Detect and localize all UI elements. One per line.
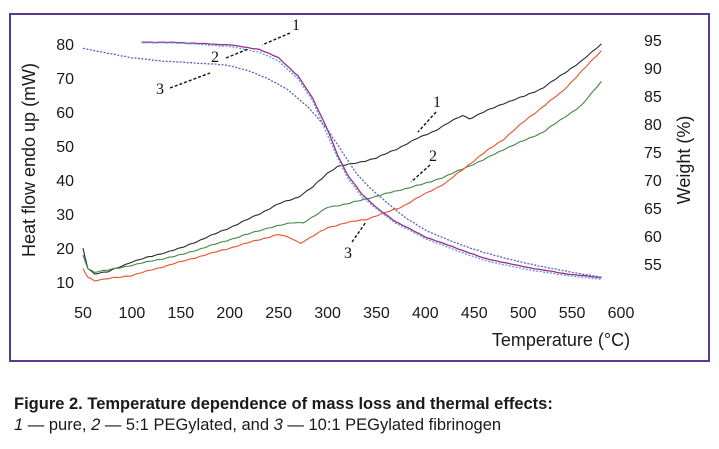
y-left-tick-label: 60	[56, 105, 74, 122]
y-right-tick-label: 75	[644, 145, 662, 162]
x-tick-label: 350	[363, 305, 390, 322]
x-tick-label: 550	[559, 305, 586, 322]
annotation-label: 2	[429, 148, 437, 165]
series-line-heat-flow-2	[82, 80, 602, 273]
y-left-tick-label: 40	[56, 173, 74, 190]
caption-series-text: — 10:1 PEGylated fibrinogen	[282, 416, 502, 434]
y-right-tick-label: 80	[644, 117, 662, 134]
annotation-label: 3	[344, 245, 352, 262]
annotation-label: 2	[211, 49, 219, 66]
x-tick-label: 150	[167, 305, 194, 322]
series-line-heat-flow-1	[82, 43, 602, 275]
series-line-weight-2	[141, 41, 602, 281]
series-line-heat-flow-3	[82, 50, 602, 282]
annotation-leader	[417, 111, 437, 133]
x-tick-label: 300	[314, 305, 341, 322]
figure-caption: Figure 2. Temperature dependence of mass…	[14, 394, 704, 436]
annotation-leader	[261, 32, 291, 46]
y-left-tick-label: 20	[56, 241, 74, 258]
y-right-tick-label: 55	[644, 257, 662, 274]
caption-title: Figure 2. Temperature dependence of mass…	[14, 395, 553, 413]
x-tick-label: 200	[216, 305, 243, 322]
caption-series-number: 2	[91, 416, 101, 434]
series-line-weight-3	[82, 47, 602, 278]
y-right-tick-label: 90	[644, 61, 662, 78]
annotation-leader	[351, 221, 367, 243]
y-right-tick-label: 60	[644, 229, 662, 246]
caption-series-number: 1	[14, 416, 24, 434]
annotation-leader	[169, 72, 211, 89]
y-left-tick-label: 30	[56, 207, 74, 224]
y-right-tick-label: 85	[644, 89, 662, 106]
y-left-axis-title: Heat flow endo up (mW)	[19, 63, 39, 257]
annotation-leader	[225, 48, 249, 59]
y-left-tick-label: 10	[56, 275, 74, 292]
annotation-leader	[410, 164, 431, 183]
caption-series-text: — 5:1 PEGylated, and	[100, 416, 274, 434]
caption-series-number: 3	[273, 416, 283, 434]
y-right-tick-label: 95	[644, 33, 662, 50]
y-left-tick-label: 70	[56, 71, 74, 88]
y-right-axis-title: Weight (%)	[674, 116, 694, 205]
annotation-label: 1	[292, 17, 300, 34]
x-tick-label: 400	[412, 305, 439, 322]
x-tick-label: 100	[119, 305, 146, 322]
x-axis-title: Temperature (°C)	[492, 330, 630, 350]
x-tick-label: 450	[461, 305, 488, 322]
y-right-tick-label: 70	[644, 173, 662, 190]
x-tick-label: 500	[510, 305, 537, 322]
figure-frame	[9, 13, 710, 362]
x-tick-label: 250	[265, 305, 292, 322]
x-tick-label: 600	[608, 305, 635, 322]
x-tick-label: 50	[74, 305, 92, 322]
annotation-label: 3	[156, 81, 164, 98]
caption-series-text: — pure,	[23, 416, 92, 434]
annotation-label: 1	[433, 94, 441, 111]
y-left-tick-label: 80	[56, 37, 74, 54]
y-left-tick-label: 50	[56, 139, 74, 156]
y-right-tick-label: 65	[644, 201, 662, 218]
series-line-weight-1	[141, 41, 602, 279]
caption-legend-line: 1 — pure, 2 — 5:1 PEGylated, and 3 — 10:…	[14, 415, 704, 436]
